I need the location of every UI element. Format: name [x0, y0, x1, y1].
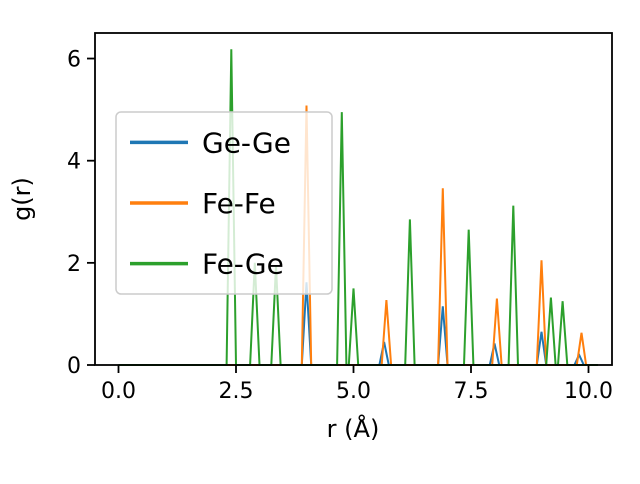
x-axis-label: r (Å) — [327, 414, 380, 443]
y-tick-label: 4 — [67, 150, 81, 175]
x-tick-label: 0.0 — [101, 379, 136, 404]
x-tick-label: 2.5 — [219, 379, 254, 404]
legend: Ge-Ge Fe-Fe Fe-Ge — [115, 111, 333, 295]
legend-label-fe-fe: Fe-Fe — [202, 187, 276, 220]
y-tick-label: 6 — [67, 48, 81, 73]
ticks-group: 0.0 2.5 5.0 7.5 10.0 0 2 4 6 — [67, 48, 613, 404]
legend-frame — [115, 111, 333, 295]
x-tick-label: 5.0 — [336, 379, 371, 404]
y-tick-label: 2 — [67, 252, 81, 277]
y-axis-label: g(r) — [8, 177, 36, 221]
x-tick-label: 10.0 — [564, 379, 613, 404]
x-tick-label: 7.5 — [454, 379, 489, 404]
y-tick-label: 0 — [67, 354, 81, 379]
legend-label-ge-ge: Ge-Ge — [202, 126, 291, 159]
legend-label-fe-ge: Fe-Ge — [202, 248, 284, 281]
